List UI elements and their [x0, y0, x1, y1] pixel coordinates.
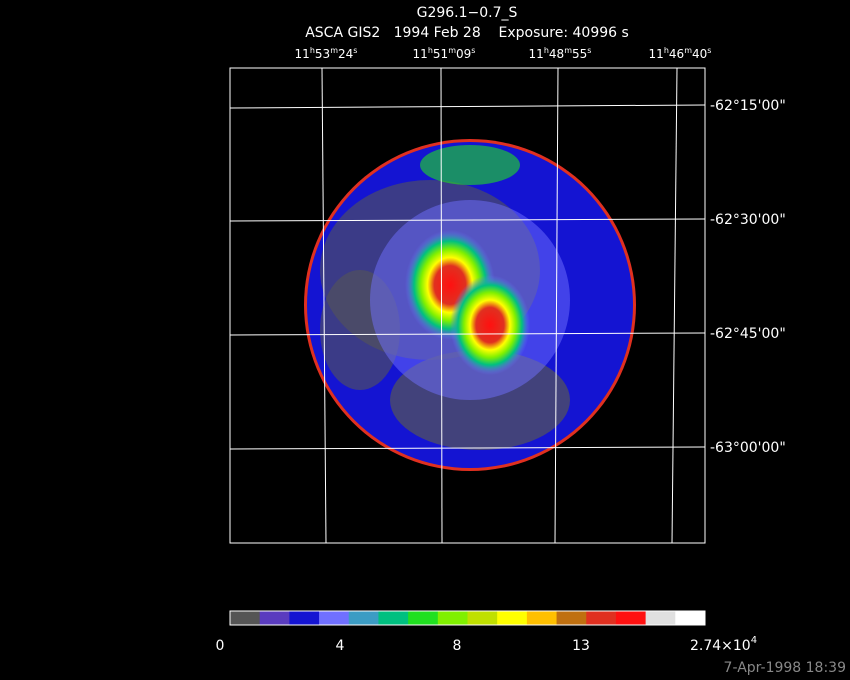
value: 48 [549, 47, 564, 61]
colorbar-swatch [378, 611, 409, 625]
timestamp: 7-Apr-1998 18:39 [724, 660, 846, 676]
value: 11 [529, 47, 544, 61]
unit: m [684, 46, 692, 55]
colorbar-swatch [348, 611, 379, 625]
ra-label: 11h48m55s [529, 46, 592, 61]
dec-label: -62°45'00" [710, 326, 786, 342]
unit: s [587, 46, 591, 55]
ra-label: 11h46m40s [649, 46, 712, 61]
frame [229, 67, 706, 544]
colorbar-label: 0 [216, 638, 225, 654]
unit: s [471, 46, 475, 55]
coordinate-grid [229, 67, 706, 544]
subtitle: ASCA GIS2 1994 Feb 28 Exposure: 40996 s [305, 25, 629, 41]
label-text: 13 [572, 638, 590, 654]
image [304, 139, 636, 471]
colorbar-swatch [437, 611, 468, 625]
colorbar-label: 8 [453, 638, 462, 654]
grid-line [229, 104, 706, 109]
colorbar-swatch [556, 611, 587, 625]
region [420, 145, 520, 185]
colorbar-swatch [230, 611, 261, 625]
value: 11 [413, 47, 428, 61]
unit: m [564, 46, 572, 55]
unit: h [310, 46, 315, 55]
label-exponent: 4 [751, 635, 757, 646]
value: 24 [338, 47, 353, 61]
colorbar-swatch [259, 611, 290, 625]
dec-label: -62°15'00" [710, 98, 786, 114]
value: 53 [315, 47, 330, 61]
unit: h [664, 46, 669, 55]
colorbar-label: 4 [336, 638, 345, 654]
label-text: 2.74×10 [690, 638, 751, 654]
grid-line [671, 67, 678, 544]
label-text: 8 [453, 638, 462, 654]
grid-line [554, 67, 559, 544]
unit: s [353, 46, 357, 55]
grid-line [321, 67, 327, 544]
unit: m [448, 46, 456, 55]
colorbar-swatch [675, 611, 706, 625]
dec-label: -62°30'00" [710, 212, 786, 228]
ra-label: 11h53m24s [295, 46, 358, 61]
value: 55 [572, 47, 587, 61]
grid-line [440, 67, 443, 544]
value: 46 [669, 47, 684, 61]
colorbar-border [229, 610, 706, 626]
dec-labels: -62°15'00" -62°30'00" -62°45'00" -63°00'00" [710, 98, 786, 456]
colorbar-swatch [289, 611, 320, 625]
ra-labels: 11h53m24s 11h51m09s 11h48m55s 11h46m40s [295, 46, 712, 61]
value: 09 [456, 47, 471, 61]
colorbar-label: 2.74×104 [690, 635, 757, 654]
title: G296.1−0.7_S [417, 5, 518, 21]
colorbar-swatch [586, 611, 617, 625]
colorbar-label: 13 [572, 638, 590, 654]
colorbar-swatch [408, 611, 439, 625]
value: 11 [295, 47, 310, 61]
colorbar-swatch [645, 611, 676, 625]
grid-line [229, 332, 706, 336]
unit: h [428, 46, 433, 55]
ra-label: 11h51m09s [413, 46, 476, 61]
colorbar-swatch [615, 611, 647, 625]
value: 40 [692, 47, 707, 61]
colorbar-swatch [497, 611, 528, 625]
value: 11 [649, 47, 664, 61]
label-text: 0 [216, 638, 225, 654]
grid-line [229, 446, 706, 450]
unit: h [544, 46, 549, 55]
value: 51 [433, 47, 448, 61]
dec-label: -63°00'00" [710, 440, 786, 456]
colorbar: 0 4 8 13 2.74×104 [216, 610, 757, 654]
colorbar-swatch [467, 611, 498, 625]
unit: m [330, 46, 338, 55]
colorbar-swatch [526, 611, 558, 625]
colorbar-swatch [319, 611, 350, 625]
label-text: 4 [336, 638, 345, 654]
unit: s [707, 46, 711, 55]
grid-line [229, 218, 706, 222]
source [450, 275, 530, 375]
